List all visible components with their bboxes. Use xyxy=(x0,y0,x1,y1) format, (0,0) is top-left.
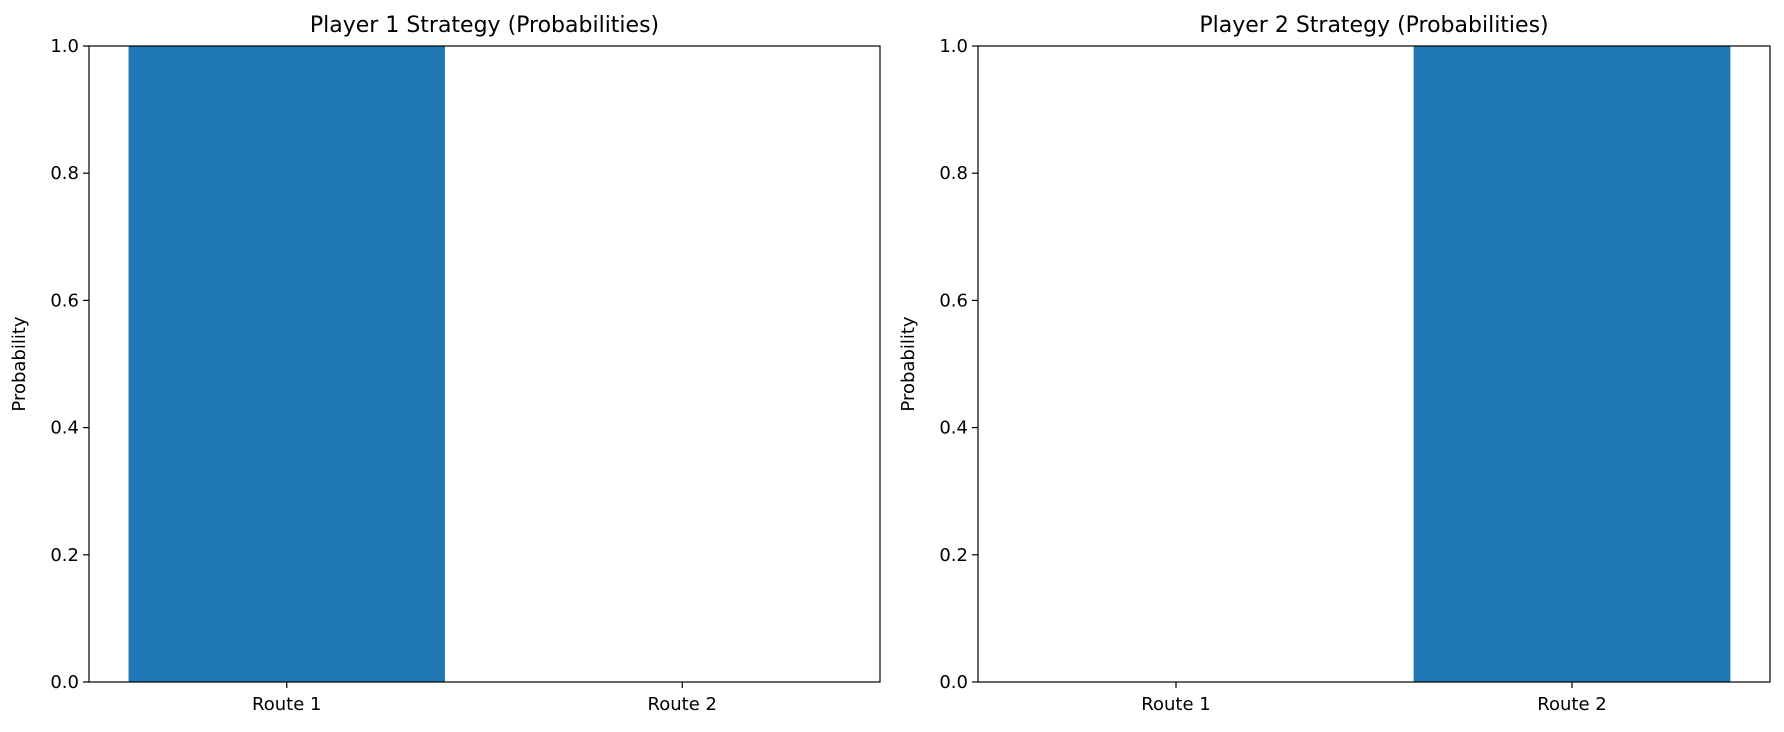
bar-route-2 xyxy=(1413,46,1731,682)
y-tick-label: 0.2 xyxy=(939,545,968,566)
x-tick-label: Route 1 xyxy=(1141,694,1210,715)
x-tick-label: Route 2 xyxy=(1537,694,1606,715)
y-tick-label: 1.0 xyxy=(50,36,79,57)
chart-panel-player-1: 0.0 0.2 0.4 0.6 0.8 1.0 Route 1 Route 2 Player 1… xyxy=(9,13,881,715)
y-tick-label: 0.4 xyxy=(50,418,79,439)
y-axis-label: Probability xyxy=(898,316,919,411)
y-tick-label: 1.0 xyxy=(939,36,968,57)
y-tick-label: 0.0 xyxy=(939,672,968,693)
y-tick-label: 0.2 xyxy=(50,545,79,566)
y-tick-label: 0.6 xyxy=(939,290,968,311)
y-tick-label: 0.8 xyxy=(939,163,968,184)
axes-frame xyxy=(88,45,881,683)
bar-route-1 xyxy=(128,46,445,682)
x-tick-label: Route 1 xyxy=(252,694,321,715)
chart-panel-player-2: 0.0 0.2 0.4 0.6 0.8 1.0 Route 1 Route 2 Player 2… xyxy=(898,13,1771,715)
y-tick-label: 0.4 xyxy=(939,418,968,439)
y-axis-label: Probability xyxy=(9,316,30,411)
chart-title: Player 2 Strategy (Probabilities) xyxy=(1199,13,1548,38)
y-tick-label: 0.0 xyxy=(50,672,79,693)
chart-title: Player 1 Strategy (Probabilities) xyxy=(310,13,659,38)
y-tick-label: 0.8 xyxy=(50,163,79,184)
x-tick-label: Route 2 xyxy=(648,694,717,715)
axes-frame xyxy=(977,45,1771,683)
y-tick-label: 0.6 xyxy=(50,290,79,311)
